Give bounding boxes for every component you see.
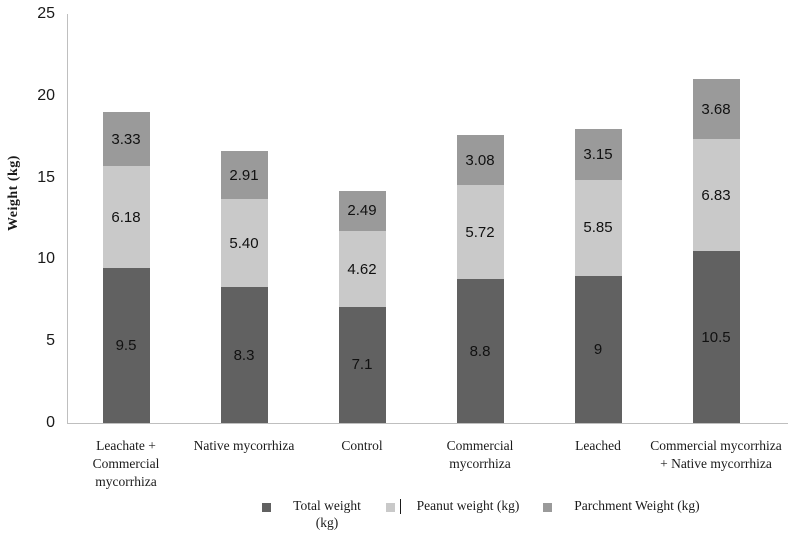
bar-segment: 7.1 — [338, 306, 386, 423]
bar-segment: 10.5 — [692, 251, 740, 423]
x-axis-line — [67, 423, 788, 424]
y-tick-label: 15 — [37, 168, 55, 186]
bar-value-label: 7.1 — [351, 356, 373, 374]
bar-segment: 4.62 — [338, 231, 386, 307]
bar-value-label: 9.5 — [115, 336, 137, 354]
x-category-label: Commercial mycorrhiza — [446, 438, 514, 471]
y-axis-title: Weight (kg) — [6, 155, 21, 231]
bar-value-label: 2.91 — [229, 166, 259, 184]
bar-segment: 8.3 — [220, 287, 268, 423]
legend-label: Total weight (kg) — [293, 498, 361, 530]
legend-swatch — [386, 503, 395, 512]
legend-label: Peanut weight (kg) — [416, 498, 520, 513]
bar-segment: 3.15 — [574, 128, 622, 181]
y-tick-label: 25 — [37, 5, 55, 22]
legend-swatch — [262, 503, 271, 512]
bar-value-label: 3.08 — [465, 151, 495, 169]
x-category-label: Control — [341, 438, 383, 453]
bar-value-label: 10.5 — [701, 328, 731, 346]
bar-value-label: 3.15 — [583, 145, 613, 163]
bar-value-label: 8.8 — [469, 342, 491, 360]
y-tick-label: 10 — [37, 250, 55, 268]
legend-swatch — [543, 503, 552, 512]
bar-value-label: 2.49 — [347, 202, 377, 220]
x-category-label: Leached — [575, 438, 621, 453]
bar-segment: 5.85 — [574, 180, 622, 276]
bar-value-label: 5.85 — [583, 219, 613, 237]
bar-value-label: 6.83 — [701, 186, 731, 204]
bar-value-label: 6.18 — [111, 208, 141, 226]
bar-value-label: 9 — [593, 340, 603, 358]
bar-segment: 3.68 — [692, 79, 740, 140]
bar-segment: 2.49 — [338, 190, 386, 232]
x-category-label: Leachate + Commercial mycorrhiza — [92, 438, 160, 489]
bar-segment: 9.5 — [102, 267, 150, 423]
x-category-label: Commercial mycorrhiza + Native mycorrhiz… — [650, 438, 782, 471]
bar-value-label: 5.40 — [229, 234, 259, 252]
text-cursor-artifact — [400, 499, 401, 514]
bar-value-label: 8.3 — [233, 346, 255, 364]
bar-value-label: 3.68 — [701, 100, 731, 118]
bar-value-label: 4.62 — [347, 260, 377, 278]
y-tick-label: 0 — [46, 414, 55, 431]
y-axis-line — [67, 14, 68, 423]
bar-segment: 8.8 — [456, 279, 504, 423]
bar-segment: 6.83 — [692, 139, 740, 252]
bar-value-label: 3.33 — [111, 130, 141, 148]
y-tick-label: 20 — [37, 86, 55, 104]
y-tick-label: 5 — [46, 332, 55, 350]
bar-segment: 5.72 — [456, 185, 504, 280]
bar-segment: 2.91 — [220, 151, 268, 199]
x-category-label: Native mycorrhiza — [193, 438, 295, 453]
legend-label: Parchment Weight (kg) — [574, 498, 700, 513]
bar-segment: 6.18 — [102, 166, 150, 268]
bar-segment: 5.40 — [220, 198, 268, 288]
bar-segment: 3.33 — [102, 111, 150, 167]
bar-segment: 9 — [574, 275, 622, 423]
bar-segment: 3.08 — [456, 135, 504, 186]
bar-value-label: 5.72 — [465, 223, 495, 241]
